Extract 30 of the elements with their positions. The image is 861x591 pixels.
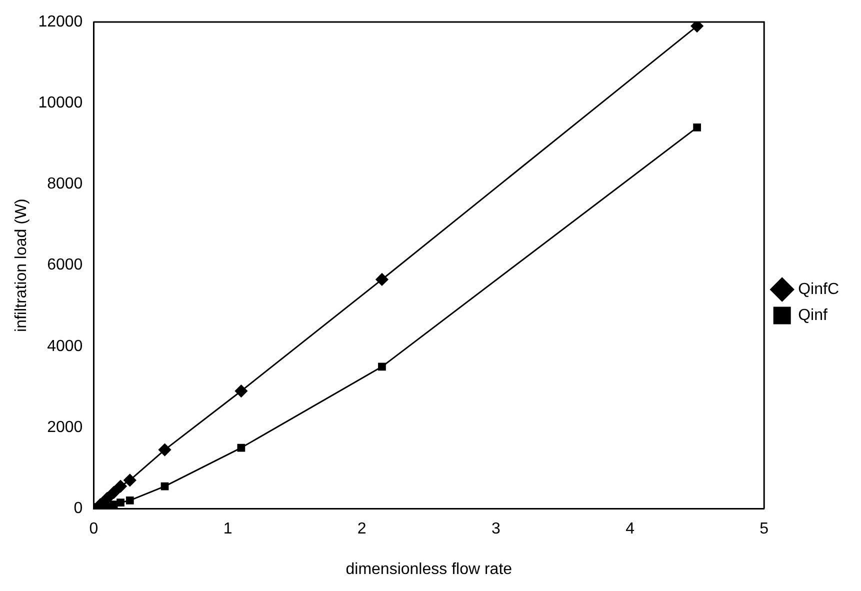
point	[690, 22, 704, 32]
x-tick-label: 1	[223, 520, 232, 538]
point	[693, 124, 701, 132]
y-tick-label: 10000	[38, 94, 83, 112]
x-tick-label: 2	[357, 520, 366, 538]
y-tick-label: 6000	[47, 256, 83, 274]
point	[116, 498, 124, 506]
point	[114, 480, 127, 493]
x-axis-title: dimensionless flow rate	[346, 560, 512, 578]
legend-label: Qinf	[798, 306, 828, 324]
y-tick-label: 2000	[47, 418, 83, 436]
y-tick-label: 8000	[47, 176, 83, 193]
point	[108, 486, 120, 499]
point	[378, 362, 386, 371]
point	[234, 384, 248, 398]
y-axis-title: infiltration load (W)	[13, 198, 30, 332]
y-tick-label: 4000	[47, 338, 83, 355]
point	[237, 444, 246, 452]
x-tick-label: 5	[760, 520, 769, 538]
legend-label: QinfC	[798, 280, 840, 298]
x-tick-label: 0	[89, 520, 98, 538]
point	[376, 273, 388, 286]
point	[158, 444, 172, 456]
y-tick-label: 0	[74, 500, 83, 518]
x-tick-label: 3	[491, 520, 500, 538]
point	[160, 482, 169, 490]
point	[126, 496, 134, 504]
y-tick-label: 12000	[38, 13, 83, 30]
x-tick-label: 4	[626, 520, 635, 538]
point	[124, 474, 136, 486]
